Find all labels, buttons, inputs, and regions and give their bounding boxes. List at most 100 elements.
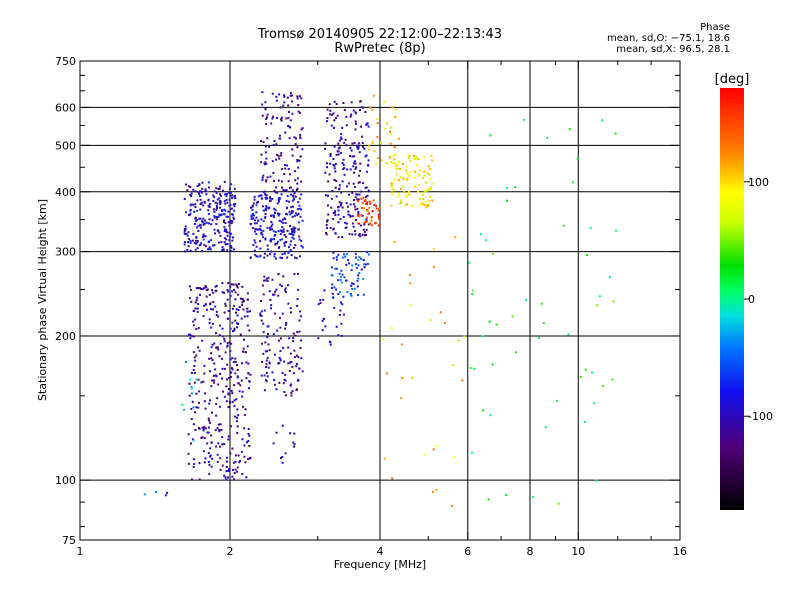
data-point: [212, 194, 215, 197]
data-point: [265, 197, 268, 200]
data-point: [341, 162, 344, 165]
data-point: [233, 461, 236, 464]
data-point: [198, 293, 201, 296]
data-point: [259, 314, 262, 317]
data-point: [296, 207, 299, 210]
data-point: [301, 127, 304, 130]
data-point: [264, 193, 267, 196]
data-point: [385, 122, 388, 125]
data-point: [358, 109, 361, 112]
data-point: [208, 218, 211, 221]
data-point: [586, 254, 589, 257]
data-point: [415, 157, 418, 160]
data-point: [265, 359, 268, 362]
data-point: [201, 220, 204, 223]
data-point: [406, 171, 409, 174]
data-point: [271, 160, 274, 163]
data-point: [407, 154, 410, 157]
data-point: [337, 279, 340, 282]
data-point: [254, 228, 257, 231]
data-point: [284, 323, 287, 326]
data-point: [249, 206, 252, 209]
data-point: [300, 193, 303, 196]
data-point: [202, 222, 205, 225]
data-point: [419, 197, 422, 200]
data-point: [542, 322, 545, 325]
data-point: [489, 414, 492, 417]
data-point: [188, 297, 191, 300]
data-point: [360, 206, 363, 209]
data-point: [354, 162, 357, 165]
data-point: [213, 216, 216, 219]
data-point: [347, 259, 350, 262]
data-point: [203, 461, 206, 464]
data-point: [192, 320, 195, 323]
data-point: [196, 209, 199, 212]
data-point: [339, 278, 342, 281]
chart-title: Tromsø 20140905 22:12:00–22:13:43: [257, 27, 503, 42]
data-point: [294, 244, 297, 247]
data-point: [229, 358, 232, 361]
data-point: [195, 392, 198, 395]
data-point: [326, 204, 329, 207]
data-point: [296, 187, 299, 190]
data-point: [189, 193, 192, 196]
data-point: [268, 206, 271, 209]
data-point: [288, 186, 291, 189]
data-point: [208, 473, 211, 476]
data-point: [342, 158, 345, 161]
data-point: [225, 215, 228, 218]
data-point: [283, 101, 286, 104]
data-point: [432, 448, 435, 451]
data-point: [284, 213, 287, 216]
data-point: [273, 238, 276, 241]
data-point: [422, 194, 425, 197]
data-point: [204, 303, 207, 306]
data-point: [196, 240, 199, 243]
data-point: [290, 228, 293, 231]
data-point: [237, 309, 240, 312]
data-point: [249, 223, 252, 226]
data-point: [365, 233, 368, 236]
data-point: [358, 271, 361, 274]
data-point: [356, 146, 359, 149]
data-point: [273, 189, 276, 192]
data-point: [427, 203, 430, 206]
data-point: [428, 168, 431, 171]
data-point: [262, 191, 265, 194]
data-point: [229, 452, 232, 455]
data-point: [190, 442, 193, 445]
data-point: [505, 187, 508, 190]
data-point: [264, 341, 267, 344]
data-point: [324, 142, 327, 145]
data-point: [210, 385, 213, 388]
data-point: [253, 222, 256, 225]
data-point: [215, 314, 218, 317]
data-point: [289, 243, 292, 246]
data-point: [471, 289, 474, 292]
data-point: [225, 478, 228, 481]
data-point: [226, 249, 229, 252]
data-point: [360, 106, 363, 109]
data-point: [223, 225, 226, 228]
data-point: [291, 236, 294, 239]
data-point: [374, 222, 377, 225]
data-point: [276, 212, 279, 215]
data-point: [277, 339, 280, 342]
data-point: [294, 179, 297, 182]
data-point: [201, 426, 204, 429]
data-point: [236, 314, 239, 317]
data-point: [283, 289, 286, 292]
data-point: [207, 426, 210, 429]
data-point: [214, 289, 217, 292]
data-point: [219, 468, 222, 471]
data-point: [198, 427, 201, 430]
data-point: [208, 247, 211, 250]
data-point: [266, 356, 269, 359]
data-point: [269, 197, 272, 200]
data-point: [203, 372, 206, 375]
data-point: [212, 300, 215, 303]
data-point: [407, 190, 410, 193]
data-point: [297, 272, 300, 275]
data-point: [166, 491, 169, 494]
